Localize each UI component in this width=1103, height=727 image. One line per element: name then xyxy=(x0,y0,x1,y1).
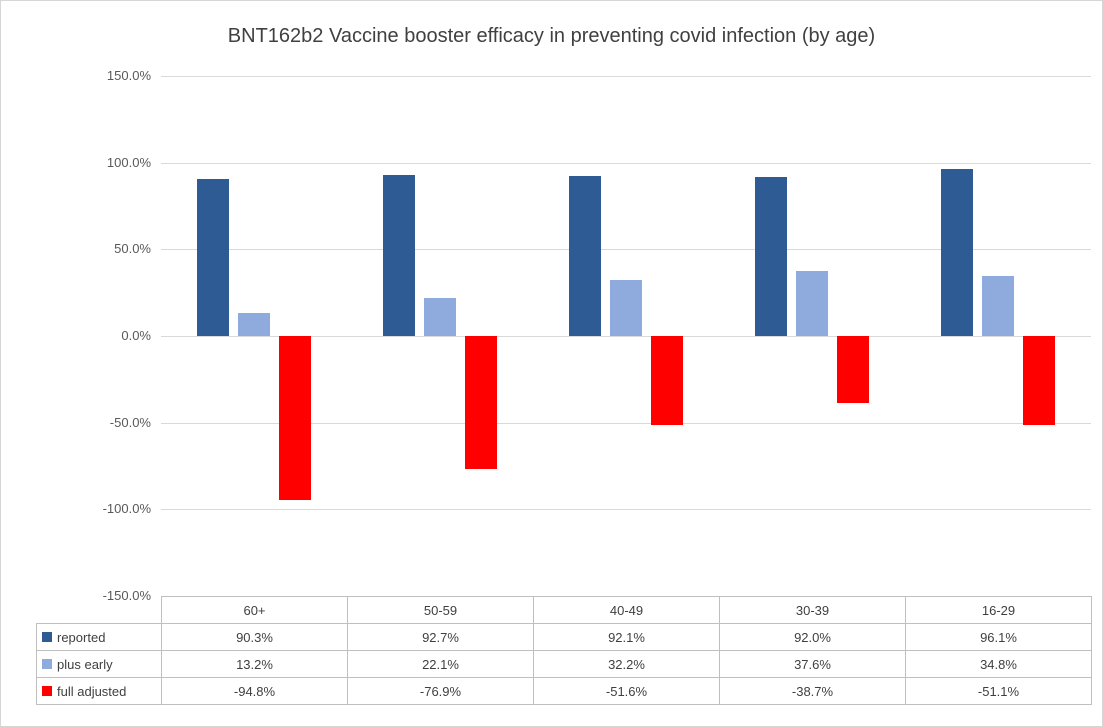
y-axis-tick-label: 50.0% xyxy=(114,241,151,257)
value-cell: -51.1% xyxy=(905,677,1092,705)
bar-full-adjusted-16-29 xyxy=(1023,336,1055,425)
bar-plus-early-60+ xyxy=(238,313,270,336)
bar-full-adjusted-60+ xyxy=(279,336,311,501)
y-axis-tick-label: -100.0% xyxy=(102,501,151,517)
bar-reported-40-49 xyxy=(569,176,601,336)
series-row-plus-early: plus early 13.2% 22.1% 32.2% 37.6% 34.8% xyxy=(36,650,1092,678)
y-axis-tick-label: 150.0% xyxy=(106,68,151,83)
gridline xyxy=(161,336,1091,337)
value-cell: 92.1% xyxy=(533,623,720,651)
bar-reported-60+ xyxy=(197,179,229,336)
series-row-reported: reported 90.3% 92.7% 92.1% 92.0% 96.1% xyxy=(36,623,1092,651)
gridline xyxy=(161,249,1091,251)
gridline xyxy=(161,509,1091,511)
bar-full-adjusted-30-39 xyxy=(837,336,869,404)
category-header-row: 60+ 50-59 40-49 30-39 16-29 xyxy=(37,596,1092,624)
value-cell: -38.7% xyxy=(719,677,906,705)
value-cell: 32.2% xyxy=(533,650,720,678)
value-cell: 22.1% xyxy=(347,650,534,678)
y-axis-tick-label: -150.0% xyxy=(102,588,151,603)
value-cell: 90.3% xyxy=(161,623,348,651)
legend-label: full adjusted xyxy=(57,683,127,699)
bar-full-adjusted-50-59 xyxy=(465,336,497,470)
bar-plus-early-16-29 xyxy=(982,275,1014,336)
series-row-full-adjusted: full adjusted -94.8% -76.9% -51.6% -38.7% -51… xyxy=(36,677,1092,705)
gridline xyxy=(161,162,1091,164)
legend-swatch-plus-early xyxy=(42,659,52,670)
legend-cell-reported: reported xyxy=(36,623,162,651)
bar-reported-16-29 xyxy=(941,169,973,336)
legend-label: plus early xyxy=(57,656,113,672)
value-cell: 92.0% xyxy=(719,623,906,651)
legend-swatch-full-adjusted xyxy=(42,686,52,697)
category-header-cell: 50-59 xyxy=(347,596,534,624)
bar-reported-30-39 xyxy=(755,176,787,336)
value-cell: 37.6% xyxy=(719,650,906,678)
value-cell: 92.7% xyxy=(347,623,534,651)
gridline xyxy=(161,422,1091,424)
legend-cell-full-adjusted: full adjusted xyxy=(36,677,162,705)
legend-cell-plus-early: plus early xyxy=(36,650,162,678)
y-axis-tick-label: -50.0% xyxy=(109,414,151,430)
value-cell: 96.1% xyxy=(905,623,1092,651)
bar-reported-50-59 xyxy=(383,175,415,336)
gridline xyxy=(161,76,1091,77)
bar-full-adjusted-40-49 xyxy=(651,336,683,426)
y-axis-tick-label: 100.0% xyxy=(106,154,151,170)
bar-plus-early-40-49 xyxy=(610,280,642,336)
legend-swatch-reported xyxy=(42,632,52,643)
category-header-cell: 16-29 xyxy=(905,596,1092,624)
data-table: 60+ 50-59 40-49 30-39 16-29 reported 90.3% 92.7… xyxy=(36,596,1092,705)
value-cell: -94.8% xyxy=(161,677,348,705)
value-cell: 13.2% xyxy=(161,650,348,678)
value-cell: -51.6% xyxy=(533,677,720,705)
bar-plus-early-30-39 xyxy=(796,270,828,336)
category-header-cell: 60+ xyxy=(161,596,348,624)
data-table-wrap: 60+ 50-59 40-49 30-39 16-29 reported 90.3% 92.7… xyxy=(36,596,1092,705)
legend-label: reported xyxy=(57,629,106,645)
value-cell: -76.9% xyxy=(347,677,534,705)
category-header-cell: 40-49 xyxy=(533,596,720,624)
bar-plus-early-50-59 xyxy=(424,297,456,336)
value-cell: 34.8% xyxy=(905,650,1092,678)
category-header-cell: 30-39 xyxy=(719,596,906,624)
y-axis-tick-label: 0.0% xyxy=(121,328,151,343)
chart-title: BNT162b2 Vaccine booster efficacy in pre… xyxy=(227,25,876,47)
table-corner-blank xyxy=(37,597,162,624)
